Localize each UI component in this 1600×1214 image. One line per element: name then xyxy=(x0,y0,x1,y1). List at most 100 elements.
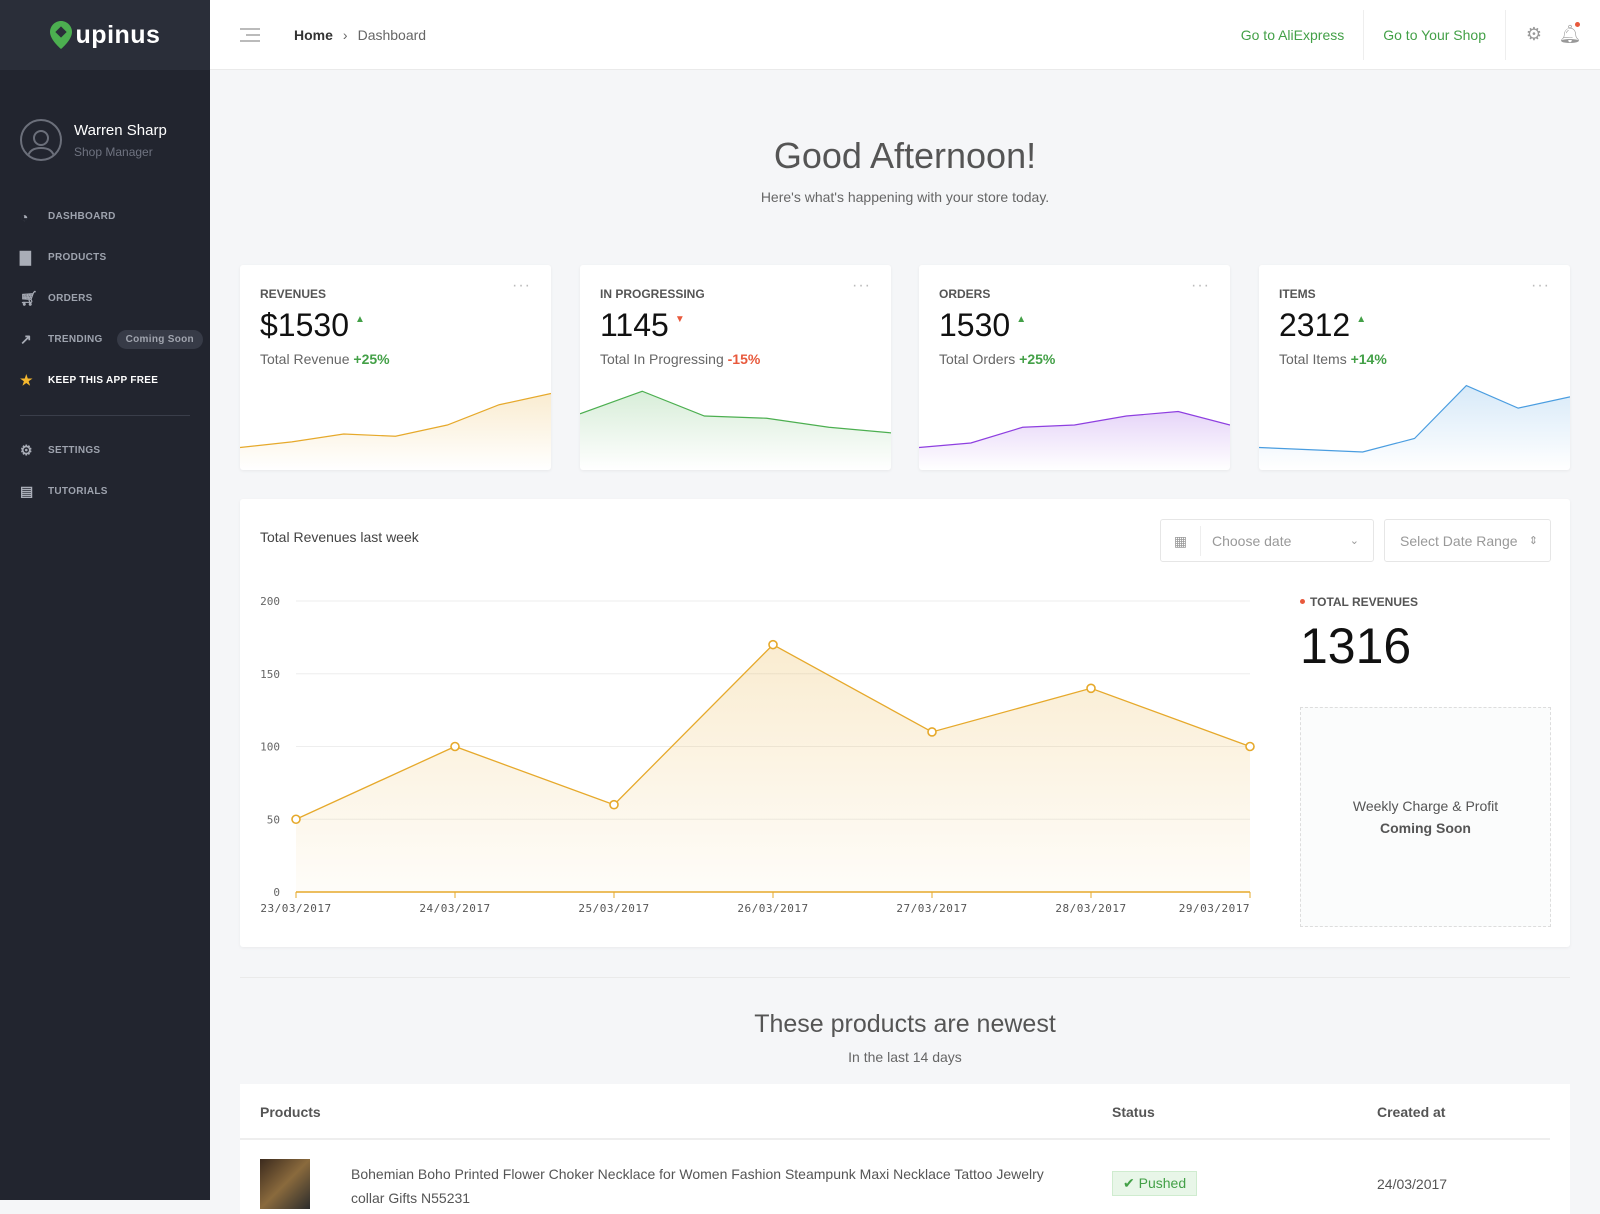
logo[interactable]: upinus xyxy=(0,0,210,70)
settings-gear-icon[interactable]: ⚙ xyxy=(1525,24,1543,44)
your-shop-link[interactable]: Go to Your Shop xyxy=(1364,9,1506,60)
column-header-status[interactable]: Status xyxy=(1112,1104,1155,1120)
user-name: Warren Sharp xyxy=(74,121,167,139)
product-name[interactable]: Bohemian Boho Printed Flower Choker Neck… xyxy=(351,1166,1044,1206)
divider xyxy=(240,977,1570,978)
newest-title: These products are newest xyxy=(754,1010,1056,1038)
more-options-icon[interactable]: ··· xyxy=(512,277,531,294)
card-description: Total Orders +25% xyxy=(939,351,1056,367)
created-date: 24/03/2017 xyxy=(1377,1176,1448,1192)
user-role: Shop Manager xyxy=(74,144,153,159)
chevron-right-icon: › xyxy=(342,26,348,43)
stat-card-orders: ORDERS ··· 1530 ▲ Total Orders +25% xyxy=(919,265,1230,470)
star-icon: ★ xyxy=(20,372,33,388)
sidebar-item-label: DASHBOARD xyxy=(48,211,116,222)
products-table: Products Status Created at Bohemian Boho… xyxy=(240,1084,1570,1214)
divider xyxy=(20,415,190,416)
sparkline-line xyxy=(580,390,891,434)
brand-name: upinus xyxy=(75,20,161,49)
sidebar-item-orders[interactable]: 🛒︎ ORDERS xyxy=(0,278,210,319)
data-point xyxy=(1245,741,1255,752)
sidebar-item-label: TUTORIALS xyxy=(48,486,108,497)
card-description: Total Revenue +25% xyxy=(260,351,390,367)
data-point xyxy=(609,799,619,810)
dashboard-icon: ◔ xyxy=(20,208,29,225)
more-options-icon[interactable]: ··· xyxy=(1531,277,1550,294)
sparkline xyxy=(580,390,891,470)
breadcrumb: Home › Dashboard xyxy=(294,27,426,43)
map-pin-icon xyxy=(49,21,72,49)
top-header: Home › Dashboard Go to AliExpress Go to Yo… xyxy=(210,0,1600,70)
sidebar-item-trending[interactable]: ↗ TRENDING Coming Soon xyxy=(0,319,210,360)
sidebar-item-dashboard[interactable]: ◔ DASHBOARD xyxy=(0,196,210,237)
trend-up-icon: ▲ xyxy=(1016,314,1027,325)
panel-title: Total Revenues last week xyxy=(260,529,419,545)
sidebar-item-tutorials[interactable]: ▤ TUTORIALS xyxy=(0,471,210,512)
sparkline-area xyxy=(240,393,551,470)
status-badge: ✔ Pushed xyxy=(1112,1171,1198,1196)
check-icon: ✔ xyxy=(1123,1175,1139,1191)
card-change: +14% xyxy=(1350,351,1387,367)
stat-card-revenues: REVENUES ··· $1530 ▲ Total Revenue +25% xyxy=(240,265,551,470)
card-change: +25% xyxy=(1019,351,1056,367)
menu-toggle-icon[interactable] xyxy=(240,24,260,46)
card-description: Total In Progressing -15% xyxy=(600,351,761,367)
trend-up-icon: ▲ xyxy=(1356,314,1367,325)
area-fill xyxy=(296,644,1250,892)
y-tick-label: 200 xyxy=(260,595,280,608)
header-divider xyxy=(240,1138,1550,1140)
user-profile[interactable]: Warren Sharp Shop Manager xyxy=(0,70,210,190)
date-range-select[interactable]: Select Date Range ⇕ xyxy=(1384,519,1551,562)
sparkline xyxy=(1259,384,1570,470)
sparkline xyxy=(919,410,1230,470)
sidebar-item-label: PRODUCTS xyxy=(48,252,107,263)
chevron-down-icon: ⌄ xyxy=(1349,535,1359,547)
more-options-icon[interactable]: ··· xyxy=(852,277,871,294)
column-header-products[interactable]: Products xyxy=(260,1104,321,1120)
card-value: 2312 ▲ xyxy=(1279,307,1367,343)
newest-subtitle: In the last 14 days xyxy=(848,1049,962,1065)
card-label: ORDERS xyxy=(939,287,991,301)
card-change: -15% xyxy=(727,351,761,367)
cart-icon: 🛒︎ xyxy=(20,290,39,306)
choose-date-select[interactable]: ▦ Choose date ⌄ xyxy=(1160,519,1374,562)
notification-bell-icon[interactable]: 🔔︎ xyxy=(1558,22,1582,44)
card-value: $1530 ▲ xyxy=(260,307,365,343)
column-header-created[interactable]: Created at xyxy=(1377,1104,1446,1120)
sparkline-line xyxy=(240,392,551,449)
sidebar-item-label: TRENDING xyxy=(48,334,103,345)
stat-card-items: ITEMS ··· 2312 ▲ Total Items +14% xyxy=(1259,265,1570,470)
card-label: IN PROGRESSING xyxy=(600,287,705,301)
card-description: Total Items +14% xyxy=(1279,351,1387,367)
data-point xyxy=(768,639,778,650)
sidebar-item-products[interactable]: ▇ PRODUCTS xyxy=(0,237,210,278)
sidebar-item-settings[interactable]: ⚙ SETTINGS xyxy=(0,430,210,471)
data-point xyxy=(1086,683,1096,694)
x-tick-label: 24/03/2017 xyxy=(419,902,490,915)
y-tick-label: 0 xyxy=(273,886,280,899)
breadcrumb-current: Dashboard xyxy=(357,26,427,43)
user-icon xyxy=(26,130,56,159)
aliexpress-link[interactable]: Go to AliExpress xyxy=(1222,9,1365,60)
sidebar-item-label: ORDERS xyxy=(48,293,93,304)
greeting-subtitle: Here's what's happening with your store … xyxy=(760,189,1050,205)
coming-soon-placeholder: Weekly Charge & Profit Coming Soon xyxy=(1300,707,1551,927)
breadcrumb-home[interactable]: Home xyxy=(294,26,333,43)
sparkline xyxy=(240,392,551,470)
data-point xyxy=(450,741,460,752)
gear-icon: ⚙ xyxy=(20,442,33,458)
coming-soon-badge: Coming Soon xyxy=(116,330,203,349)
avatar xyxy=(20,119,62,161)
x-tick-label: 26/03/2017 xyxy=(737,902,808,915)
more-options-icon[interactable]: ··· xyxy=(1191,277,1210,294)
card-label: ITEMS xyxy=(1279,287,1316,301)
card-value: 1145 ▼ xyxy=(600,307,685,343)
trend-up-icon: ▲ xyxy=(354,314,365,325)
product-thumbnail[interactable] xyxy=(260,1159,310,1209)
x-tick-label: 23/03/2017 xyxy=(260,902,331,915)
total-revenues-label: TOTAL REVENUES xyxy=(1300,595,1418,609)
x-tick-label: 27/03/2017 xyxy=(896,902,967,915)
sidebar-item-keep-free[interactable]: ★ KEEP THIS APP FREE xyxy=(0,360,210,401)
sidebar: upinus Warren Sharp Shop Manager ◔ DASHBOA… xyxy=(0,0,210,1200)
date-range-placeholder: Select Date Range xyxy=(1400,532,1518,549)
